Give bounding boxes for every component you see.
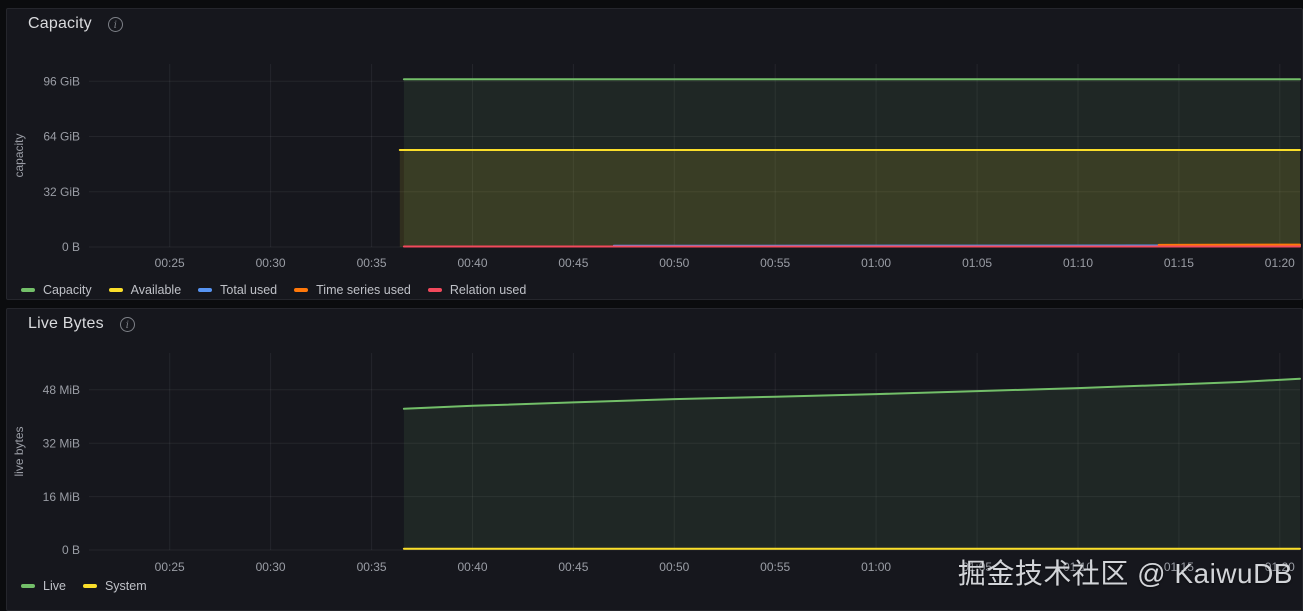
svg-text:01:10: 01:10 xyxy=(1063,256,1093,270)
svg-text:0 B: 0 B xyxy=(62,543,80,557)
info-icon[interactable]: i xyxy=(107,16,123,32)
svg-text:01:15: 01:15 xyxy=(1164,256,1194,270)
legend-swatch xyxy=(108,288,123,292)
watermark: 掘金技术社区 @ KaiwuDB xyxy=(957,558,1293,589)
live-bytes-legend: Live System xyxy=(21,579,147,593)
svg-text:0 B: 0 B xyxy=(62,240,80,254)
svg-text:01:20: 01:20 xyxy=(1265,256,1295,270)
capacity-legend: Capacity Available Total used Time series u… xyxy=(21,283,526,297)
legend-item-capacity[interactable]: Capacity xyxy=(21,283,92,297)
legend-swatch xyxy=(82,584,97,588)
svg-text:64 GiB: 64 GiB xyxy=(43,130,80,144)
legend-item-total-used[interactable]: Total used xyxy=(198,283,277,297)
panel-title: Live Bytes xyxy=(28,315,104,332)
legend-item-time-series-used[interactable]: Time series used xyxy=(294,283,411,297)
legend-label: Total used xyxy=(220,283,278,297)
svg-text:00:40: 00:40 xyxy=(457,560,487,574)
panel-header[interactable]: Live Bytes i xyxy=(7,309,135,339)
capacity-chart[interactable]: 0 B 32 GiB 64 GiB 96 GiB 00:25 00:30 00:35 00:4… xyxy=(7,9,1302,299)
legend-swatch xyxy=(21,584,35,588)
svg-text:01:05: 01:05 xyxy=(962,560,992,574)
legend-label: System xyxy=(104,579,147,593)
svg-text:96 GiB: 96 GiB xyxy=(43,75,80,89)
svg-text:01:20: 01:20 xyxy=(1265,560,1295,574)
svg-text:capacity: capacity xyxy=(12,133,26,177)
panel-title: Capacity xyxy=(28,15,92,32)
svg-text:01:00: 01:00 xyxy=(861,560,891,574)
svg-text:00:55: 00:55 xyxy=(760,256,790,270)
svg-text:32 MiB: 32 MiB xyxy=(43,436,80,450)
svg-text:48 MiB: 48 MiB xyxy=(43,383,80,397)
legend-item-available[interactable]: Available xyxy=(108,283,182,297)
svg-text:00:30: 00:30 xyxy=(256,256,286,270)
svg-text:01:00: 01:00 xyxy=(861,256,891,270)
legend-swatch xyxy=(294,288,309,292)
panel-header[interactable]: Capacity i xyxy=(7,9,123,39)
svg-text:00:25: 00:25 xyxy=(155,560,185,574)
svg-text:32 GiB: 32 GiB xyxy=(43,185,80,199)
legend-swatch xyxy=(427,288,442,292)
svg-text:01:15: 01:15 xyxy=(1164,560,1194,574)
legend-label: Relation used xyxy=(449,283,527,297)
svg-text:00:45: 00:45 xyxy=(558,560,588,574)
svg-text:00:50: 00:50 xyxy=(659,560,689,574)
legend-label: Time series used xyxy=(316,283,411,297)
panel-live-bytes: Live Bytes i 0 B 16 MiB 32 MiB 48 MiB 00:25 0… xyxy=(6,308,1303,611)
svg-text:00:35: 00:35 xyxy=(357,256,387,270)
legend-item-live[interactable]: Live xyxy=(21,579,66,593)
svg-text:live bytes: live bytes xyxy=(12,426,26,476)
svg-text:00:45: 00:45 xyxy=(558,256,588,270)
svg-text:00:35: 00:35 xyxy=(357,560,387,574)
svg-text:01:05: 01:05 xyxy=(962,256,992,270)
legend-swatch xyxy=(198,288,213,292)
svg-text:00:25: 00:25 xyxy=(155,256,185,270)
legend-label: Live xyxy=(43,579,66,593)
svg-text:16 MiB: 16 MiB xyxy=(43,490,80,504)
live-bytes-chart[interactable]: 0 B 16 MiB 32 MiB 48 MiB 00:25 00:30 00:35 00:4… xyxy=(7,309,1302,610)
info-icon[interactable]: i xyxy=(119,316,135,332)
legend-item-relation-used[interactable]: Relation used xyxy=(427,283,527,297)
legend-label: Capacity xyxy=(43,283,92,297)
legend-swatch xyxy=(21,288,35,292)
panel-capacity: Capacity i 0 B 32 GiB 64 GiB 96 GiB 00:25 00:… xyxy=(6,8,1303,300)
svg-text:00:50: 00:50 xyxy=(659,256,689,270)
svg-text:00:55: 00:55 xyxy=(760,560,790,574)
svg-text:00:30: 00:30 xyxy=(256,560,286,574)
svg-text:01:10: 01:10 xyxy=(1063,560,1093,574)
svg-text:00:40: 00:40 xyxy=(457,256,487,270)
legend-label: Available xyxy=(130,283,182,297)
legend-item-system[interactable]: System xyxy=(82,579,147,593)
